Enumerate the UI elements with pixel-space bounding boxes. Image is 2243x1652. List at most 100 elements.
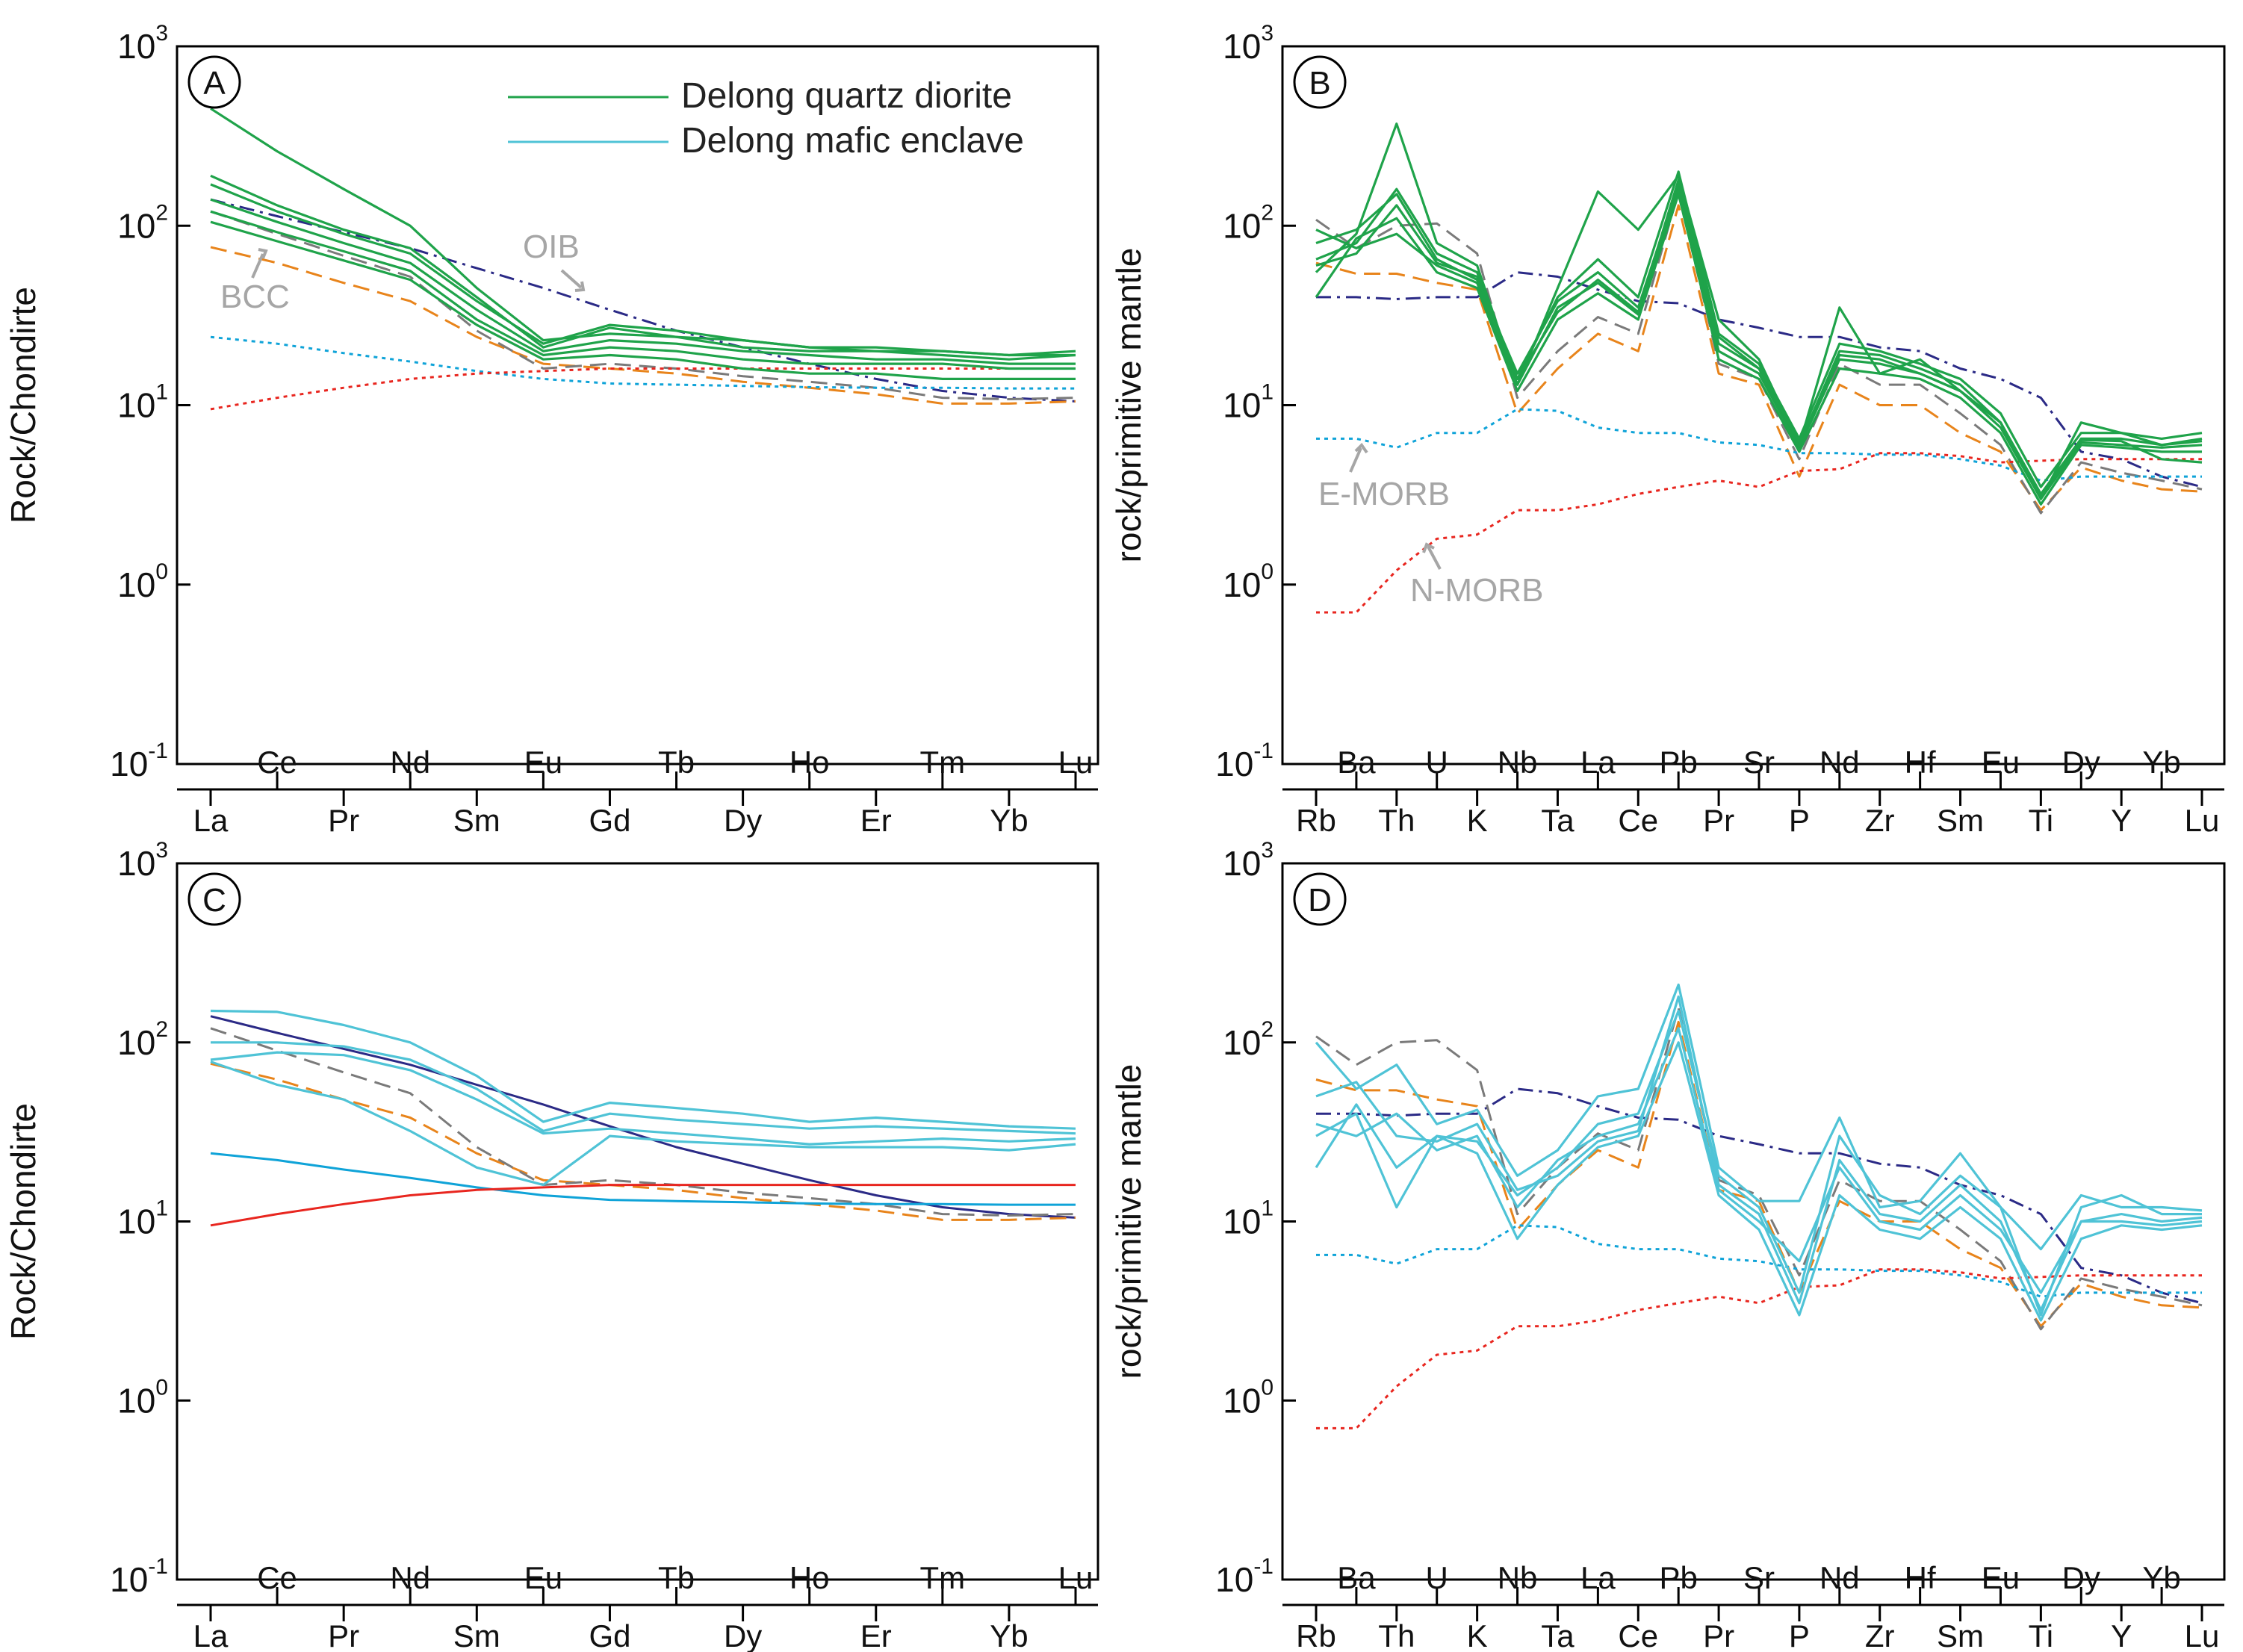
y-tick-label: 10-1 — [110, 739, 168, 783]
x-tick-label-gd: Gd — [589, 1618, 630, 1652]
series-line-delong-mafic-enclave — [1315, 1041, 2203, 1322]
x-tick-label-er: Er — [860, 803, 892, 838]
series-line-delong-mafic-enclave — [1315, 995, 2203, 1311]
y-tick-label: 10-1 — [1215, 1554, 1273, 1599]
x-tick-label-la: La — [193, 1618, 229, 1652]
x-tick-label-dy: Dy — [2062, 745, 2100, 780]
x-tick-label-lu: Lu — [1058, 745, 1093, 780]
x-tick-label-nd: Nd — [1819, 745, 1860, 780]
y-tick-label: 101 — [117, 1196, 168, 1241]
annotation-e-morb-label: E-MORB — [1318, 476, 1450, 512]
x-tick-label-ce: Ce — [1618, 803, 1658, 838]
y-axis-label: rock/primitive mantle — [1109, 1064, 1148, 1379]
series-line-delong-quartz-diorite — [210, 183, 1076, 357]
x-tick-label-zr: Zr — [1865, 803, 1895, 838]
annotation-bcc-arrowhead — [258, 248, 268, 259]
x-tick-label-nb: Nb — [1498, 1560, 1538, 1595]
panel-label-circle — [187, 55, 241, 109]
x-tick-label-lu: Lu — [2185, 1618, 2220, 1652]
x-tick-label-gd: Gd — [589, 803, 630, 838]
x-tick-label-pr: Pr — [328, 1618, 359, 1652]
x-tick-label-ba: Ba — [1337, 1560, 1376, 1595]
x-tick-label-ti: Ti — [2029, 803, 2053, 838]
y-tick-label: 100 — [1223, 1375, 1273, 1420]
panel-label-circle — [1293, 872, 1347, 926]
y-tick-label: 101 — [1223, 380, 1273, 425]
series-line-oib — [1316, 1087, 2203, 1305]
panel-a-rock-chondrite-ree: 103 102 101 100 10-1 Rock/Chondirte La Ce Pr Nd Sm… — [4, 21, 1099, 838]
x-tick-label-pr: Pr — [328, 803, 359, 838]
y-tick-label: 101 — [1223, 1196, 1273, 1241]
annotation-oib-label: OIB — [523, 229, 580, 265]
x-tick-label-ce: Ce — [257, 745, 297, 780]
series-line-e-morb — [210, 1152, 1076, 1206]
series-line-oib — [210, 1015, 1076, 1219]
x-tick-label-tm: Tm — [920, 1560, 966, 1595]
annotation-n-morb-arrowhead — [1422, 542, 1435, 553]
x-tick-label-la: La — [193, 803, 229, 838]
x-tick-label-nd: Nd — [390, 1560, 430, 1595]
annotation-n-morb-label: N-MORB — [1410, 572, 1543, 609]
x-tick-label-tb: Tb — [658, 745, 695, 780]
x-tick-label-sm: Sm — [453, 1618, 500, 1652]
series-line-bcc — [210, 1062, 1076, 1221]
series-line-delong-mafic-enclave — [210, 1061, 1076, 1187]
x-tick-label-pb: Pb — [1659, 1560, 1697, 1595]
series-line-e-morb — [210, 335, 1076, 390]
series-line-delong-mafic-enclave — [211, 1041, 1076, 1135]
x-tick-label-yb: Yb — [990, 1618, 1028, 1652]
x-tick-label-sr: Sr — [1743, 1560, 1775, 1595]
series-line-reference-gray — [1315, 1007, 2203, 1331]
series-line-oib — [1316, 271, 2203, 488]
x-tick-label-eu: Eu — [1982, 1560, 2020, 1595]
x-tick-label-nb: Nb — [1498, 745, 1538, 780]
panel-label: A — [203, 65, 226, 102]
annotation-oib-arrowhead — [574, 281, 586, 292]
legend: Delong quartz diorite Delong mafic encla… — [508, 76, 1024, 161]
panel-c-rock-chondrite-ree: 103 102 101 100 10-1 Rock/Chondirte La Ce Pr Nd Sm… — [4, 838, 1099, 1652]
annotation-bcc-arrow — [251, 253, 264, 279]
x-tick-label-zr: Zr — [1865, 1618, 1895, 1652]
series-line-delong-mafic-enclave — [210, 1051, 1076, 1146]
x-tick-label-nd: Nd — [390, 745, 430, 780]
y-axis-label: rock/primitive mantle — [1109, 248, 1148, 563]
panel-label-circle — [1293, 55, 1347, 109]
panel-label: D — [1308, 882, 1332, 919]
x-tick-label-y: Y — [2111, 803, 2132, 838]
y-tick-label: 103 — [117, 21, 168, 66]
series-line-bcc — [210, 246, 1076, 405]
x-tick-label-pb: Pb — [1659, 745, 1697, 780]
series-line-delong-quartz-diorite — [210, 220, 1076, 380]
x-tick-label-dy: Dy — [724, 803, 762, 838]
annotation-oib-arrow — [560, 269, 583, 289]
x-tick-label-u: U — [1426, 1560, 1448, 1595]
x-tick-label-tm: Tm — [920, 745, 966, 780]
y-tick-label: 100 — [1223, 559, 1273, 604]
annotation-bcc-label: BCC — [220, 279, 290, 315]
x-tick-label-th: Th — [1378, 803, 1415, 838]
x-tick-label-pr: Pr — [1703, 1618, 1734, 1652]
x-tick-label-la: La — [1580, 1560, 1616, 1595]
x-tick-label-ho: Ho — [789, 1560, 830, 1595]
y-tick-label: 103 — [117, 838, 168, 883]
series-line-delong-quartz-diorite — [1315, 170, 2203, 488]
x-tick-label-k: K — [1467, 1618, 1488, 1652]
series-line-delong-mafic-enclave — [210, 1009, 1076, 1130]
x-tick-label-yb: Yb — [2142, 745, 2180, 780]
x-tick-label-k: K — [1467, 803, 1488, 838]
series-line-reference-gray — [210, 1027, 1076, 1217]
x-tick-label-er: Er — [860, 1618, 892, 1652]
x-tick-label-pr: Pr — [1703, 803, 1734, 838]
series-line-delong-quartz-diorite — [210, 198, 1076, 365]
series-line-delong-quartz-diorite — [210, 174, 1076, 361]
x-tick-label-ba: Ba — [1337, 745, 1376, 780]
plot-frame — [1281, 45, 2226, 766]
annotation-e-morb-arrowhead — [1354, 442, 1368, 454]
reference-annotations: BCC OIB E-MORB N-MORB — [220, 229, 1543, 609]
series-line-reference-gray — [1315, 190, 2203, 515]
x-tick-label-yb: Yb — [2142, 1560, 2180, 1595]
x-tick-label-ta: Ta — [1541, 1618, 1575, 1652]
y-tick-label: 103 — [1223, 21, 1273, 66]
x-tick-label-ta: Ta — [1541, 803, 1575, 838]
